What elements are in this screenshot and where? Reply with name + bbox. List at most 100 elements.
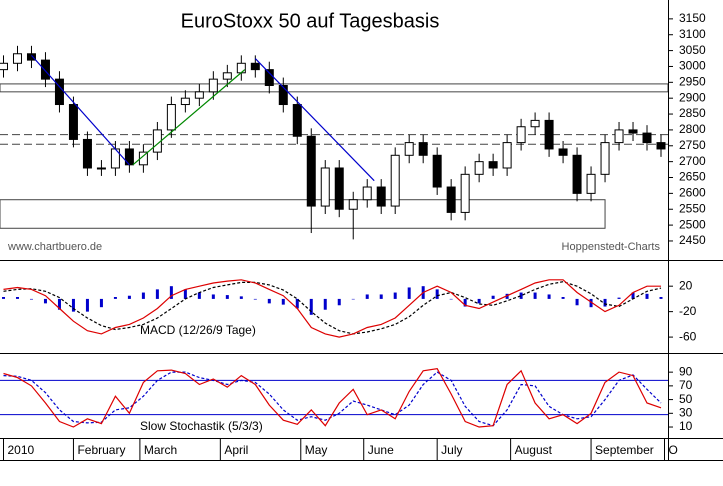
y-tick-label: 2950 bbox=[679, 74, 706, 88]
candle-body bbox=[474, 161, 484, 175]
candle-body bbox=[572, 154, 582, 194]
candle-body bbox=[278, 84, 288, 106]
histogram-bar bbox=[393, 292, 397, 299]
histogram-bar bbox=[113, 297, 117, 299]
histogram-bar bbox=[85, 298, 89, 312]
candle-body bbox=[390, 154, 400, 207]
candle-body bbox=[306, 135, 316, 207]
histogram-bar bbox=[505, 293, 509, 299]
x-tick-label: 2010 bbox=[7, 443, 34, 457]
panel-label: Slow Stochastik (5/3/3) bbox=[140, 419, 263, 433]
y-tick-label: 90 bbox=[679, 364, 693, 378]
histogram-bar bbox=[519, 292, 523, 299]
candle-body bbox=[12, 53, 22, 64]
histogram-bar bbox=[449, 298, 453, 300]
series-line bbox=[3, 371, 662, 427]
candle-body bbox=[418, 142, 428, 156]
y-tick-label: 2700 bbox=[679, 154, 706, 168]
chart-title: EuroStoxx 50 auf Tagesbasis bbox=[181, 10, 440, 32]
histogram-bar bbox=[589, 298, 593, 308]
y-tick-label: 2550 bbox=[679, 201, 706, 215]
series-line bbox=[3, 279, 661, 338]
histogram-bar bbox=[309, 298, 313, 315]
candle-body bbox=[264, 69, 274, 86]
histogram-bar bbox=[29, 298, 33, 300]
candle-body bbox=[26, 53, 36, 61]
candle-body bbox=[320, 167, 330, 207]
candle-body bbox=[40, 59, 50, 80]
candle-body bbox=[82, 138, 92, 169]
histogram-bar bbox=[477, 298, 481, 304]
candle-body bbox=[96, 167, 106, 170]
y-tick-label: 2450 bbox=[679, 233, 706, 247]
trend-line bbox=[132, 69, 246, 166]
candle-body bbox=[362, 186, 372, 201]
histogram-bar bbox=[71, 298, 75, 312]
y-tick-label: 3100 bbox=[679, 27, 706, 41]
histogram-bar bbox=[533, 292, 537, 299]
candle-body bbox=[628, 129, 638, 134]
candle-body bbox=[460, 173, 470, 213]
histogram-bar bbox=[617, 297, 621, 299]
y-tick-label: 50 bbox=[679, 392, 693, 406]
candle-body bbox=[446, 186, 456, 213]
histogram-bar bbox=[379, 294, 383, 299]
histogram-bar bbox=[351, 298, 355, 300]
histogram-bar bbox=[57, 298, 61, 310]
candle-body bbox=[348, 199, 358, 210]
candle-body bbox=[0, 62, 8, 71]
histogram-bar bbox=[15, 297, 19, 299]
histogram-bar bbox=[575, 298, 579, 306]
y-tick-label: 2850 bbox=[679, 106, 706, 120]
x-tick-label: February bbox=[77, 443, 125, 457]
histogram-bar bbox=[547, 294, 551, 299]
histogram-bar bbox=[253, 298, 257, 300]
candle-body bbox=[292, 104, 302, 137]
y-tick-label: 2650 bbox=[679, 170, 706, 184]
candle-body bbox=[222, 72, 232, 80]
y-tick-label: 2600 bbox=[679, 186, 706, 200]
candle-body bbox=[208, 78, 218, 93]
candle-body bbox=[404, 142, 414, 156]
price-box bbox=[0, 199, 606, 229]
histogram-bar bbox=[99, 298, 103, 308]
candle-body bbox=[516, 126, 526, 144]
candle-body bbox=[68, 104, 78, 140]
histogram-bar bbox=[631, 292, 635, 299]
candle-body bbox=[236, 62, 246, 74]
y-tick-label: 2750 bbox=[679, 138, 706, 152]
x-tick-label: April bbox=[224, 443, 248, 457]
candle-body bbox=[530, 119, 540, 128]
y-tick-label: 2500 bbox=[679, 217, 706, 231]
candle-body bbox=[586, 173, 596, 194]
candle-body bbox=[488, 161, 498, 169]
plot-layer: 2010 February March April May June July August S… bbox=[0, 11, 706, 460]
candle-body bbox=[614, 129, 624, 144]
y-tick-label: 70 bbox=[679, 378, 693, 392]
histogram-bar bbox=[603, 298, 607, 307]
y-tick-label: 10 bbox=[679, 419, 693, 433]
histogram-bar bbox=[169, 286, 173, 299]
histogram-bar bbox=[463, 298, 467, 307]
y-tick-label: 3000 bbox=[679, 59, 706, 73]
provider-label: Hoppenstedt-Charts bbox=[562, 241, 661, 253]
candle-body bbox=[558, 148, 568, 156]
histogram-bar bbox=[141, 292, 145, 299]
histogram-bar bbox=[323, 298, 327, 310]
candle-body bbox=[166, 104, 176, 131]
x-tick-label: September bbox=[595, 443, 654, 457]
y-tick-label: -20 bbox=[679, 304, 697, 318]
candle-body bbox=[544, 119, 554, 150]
y-tick-label: -60 bbox=[679, 329, 697, 343]
y-tick-label: 3050 bbox=[679, 43, 706, 57]
histogram-bar bbox=[435, 289, 439, 299]
histogram-bar bbox=[407, 287, 411, 299]
candle-body bbox=[334, 167, 344, 210]
source-label: www.chartbuero.de bbox=[7, 241, 102, 253]
trend-line bbox=[254, 58, 375, 182]
series-line bbox=[3, 368, 662, 428]
x-tick-label: July bbox=[441, 443, 462, 457]
panel-label: MACD (12/26/9 Tage) bbox=[140, 323, 256, 337]
y-tick-label: 3150 bbox=[679, 11, 706, 25]
